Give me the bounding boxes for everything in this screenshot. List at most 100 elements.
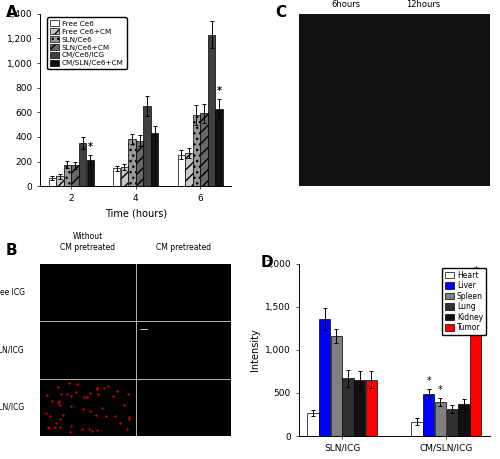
Point [45,425,53,432]
Legend: Heart, Liver, Spleen, Lung, Kidney, Tumor: Heart, Liver, Spleen, Lung, Kidney, Tumo… [442,268,486,335]
Point [80,394,88,401]
Text: CM/SLN/ICG: CM/SLN/ICG [0,402,24,411]
Text: Without
CM pretreated: Without CM pretreated [60,232,116,252]
Bar [423,394,434,436]
Point [109,392,117,400]
Point [116,419,124,426]
Bar [56,176,64,186]
Point [48,397,56,404]
Text: 12hours: 12hours [406,0,440,9]
Point [111,413,119,420]
Text: Free ICG: Free ICG [0,289,24,297]
Bar [72,165,78,186]
Point [66,392,74,400]
Bar [307,413,318,436]
Point [54,383,62,390]
Text: *: * [426,376,431,386]
Point [100,385,108,392]
Point [124,426,132,433]
Point [55,398,63,405]
Point [125,414,133,421]
Bar [48,178,56,186]
Point [104,382,112,389]
Point [86,408,94,415]
Bar [412,422,422,436]
Bar [446,409,458,436]
Bar [178,155,185,186]
Bar [185,153,192,186]
Bar [216,109,223,186]
Bar [366,380,377,436]
Bar [64,165,71,186]
Point [66,429,74,436]
Point [62,391,70,398]
Point [113,387,121,395]
Bar [354,380,366,436]
Y-axis label: Intensity: Intensity [250,329,260,371]
Point [56,402,64,409]
Point [120,401,128,408]
Bar [208,35,215,186]
Bar [193,115,200,186]
Bar [330,336,342,436]
Legend: Free Ce6, Free Ce6+CM, SLN/Ce6, SLN/Ce6+CM, CM/Ce6/ICG, CM/SLN/Ce6+CM: Free Ce6, Free Ce6+CM, SLN/Ce6, SLN/Ce6+… [48,17,126,69]
Point [56,424,64,431]
Bar [86,160,94,186]
Point [94,386,102,393]
Point [44,423,52,431]
Point [56,415,64,422]
Text: SLN/ICG: SLN/ICG [0,345,24,354]
Bar [470,290,482,436]
Bar [79,143,86,186]
Text: *: * [438,385,443,395]
Bar [319,319,330,436]
Point [98,404,106,412]
Point [58,411,66,419]
Text: *: * [88,142,92,152]
Bar [151,133,158,186]
Point [84,393,92,401]
Point [86,389,94,396]
Bar [458,404,469,436]
Text: C: C [276,5,286,20]
Point [50,423,58,430]
Bar [128,139,136,186]
Point [126,415,134,423]
Point [85,425,93,432]
Point [124,390,132,397]
Point [94,390,102,397]
X-axis label: Time (hours): Time (hours) [104,208,167,218]
Text: *: * [474,266,478,276]
Y-axis label: Mean fluorescent intensity: Mean fluorescent intensity [0,35,1,165]
Point [58,391,66,398]
Point [66,380,74,387]
Point [78,405,86,413]
Point [46,412,54,420]
Point [78,425,86,432]
Point [92,411,100,418]
Bar [113,168,120,186]
Text: A: A [6,5,18,20]
Point [42,409,50,417]
Point [92,384,100,392]
Point [52,419,60,426]
Point [93,427,101,434]
Bar [200,113,207,186]
Bar [144,106,150,186]
Text: 6hours: 6hours [332,0,361,9]
Bar [342,378,353,436]
Point [54,399,62,406]
Text: CM pretreated: CM pretreated [156,243,211,252]
Text: D: D [260,255,273,270]
Point [73,381,81,388]
Text: B: B [6,243,17,258]
Bar [435,402,446,436]
Point [68,403,76,410]
Point [66,422,74,429]
Bar [136,140,143,186]
Point [88,428,96,435]
Point [43,391,51,398]
Bar [120,167,128,186]
Point [102,413,110,420]
Text: *: * [216,86,222,96]
